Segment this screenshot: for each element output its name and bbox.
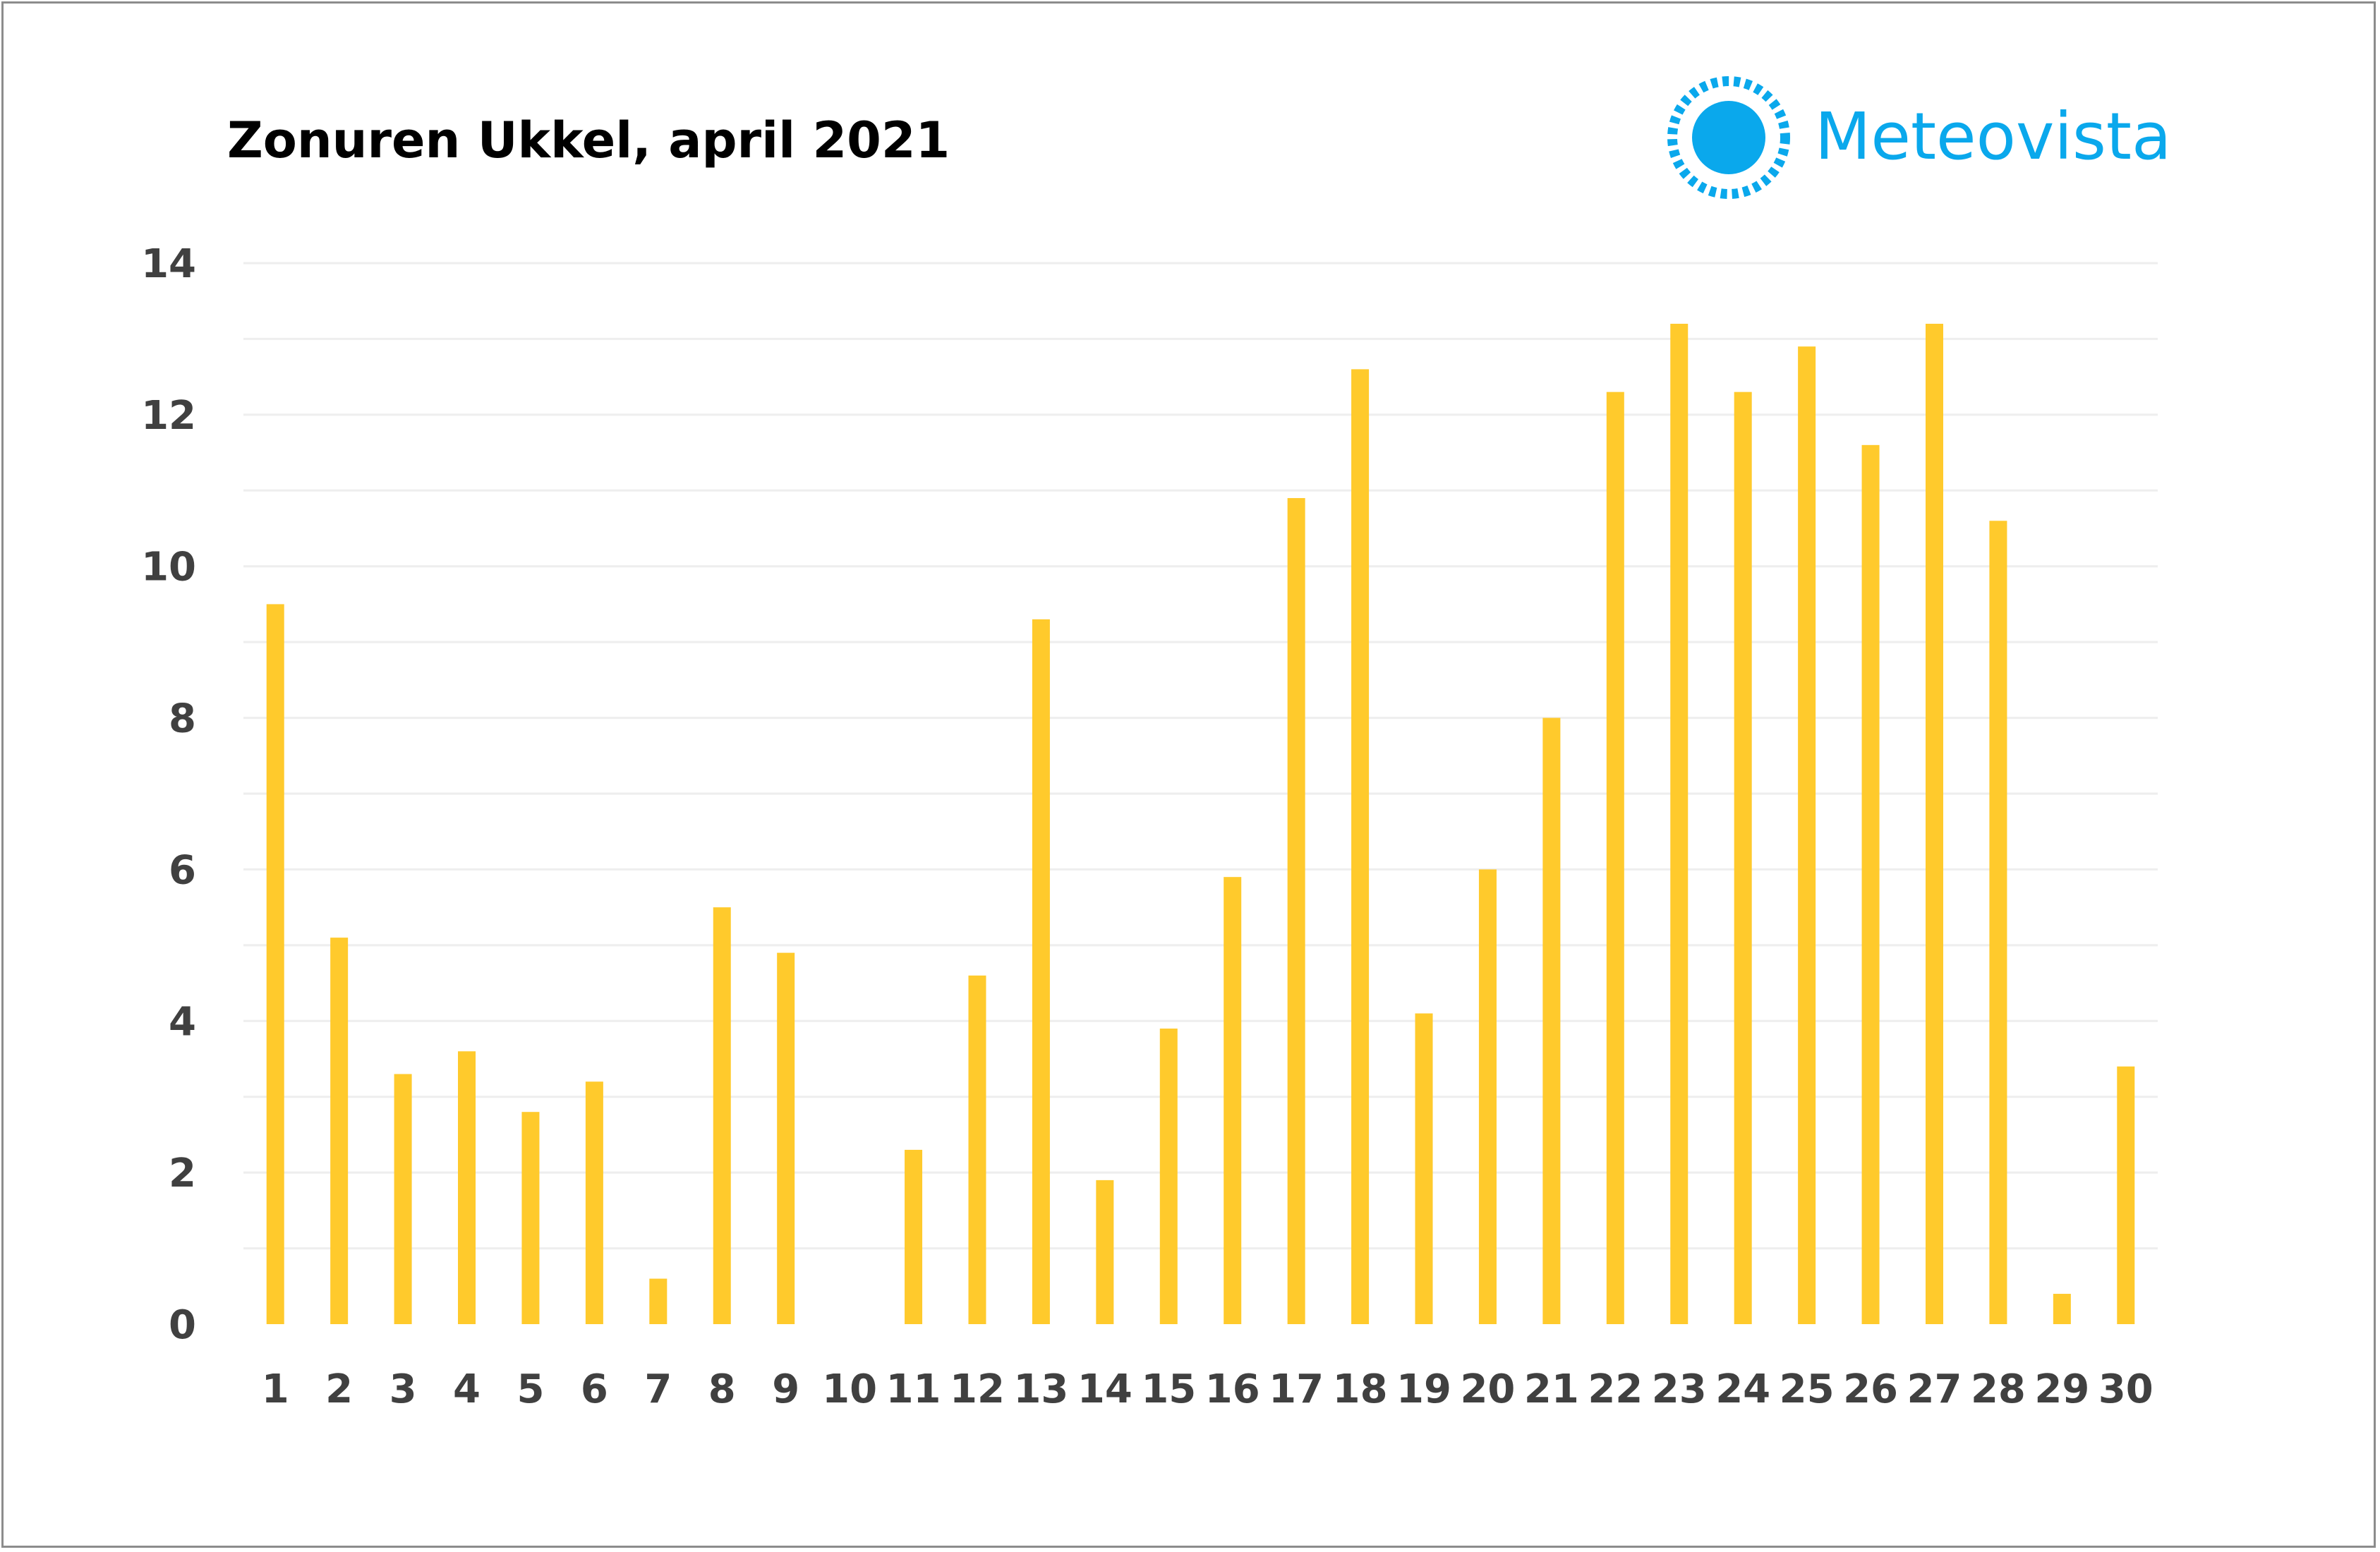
bar-day-20 — [1478, 869, 1497, 1324]
gridlines — [243, 262, 2158, 1250]
bar-day-2 — [330, 938, 349, 1324]
bar-day-12 — [968, 975, 986, 1324]
x-tick-label: 21 — [1524, 1366, 1579, 1412]
y-tick-label: 8 — [169, 696, 196, 742]
bar-day-9 — [777, 952, 795, 1324]
bar-day-13 — [1032, 619, 1050, 1324]
x-tick-label: 5 — [517, 1366, 544, 1412]
bar-day-5 — [521, 1112, 540, 1324]
x-tick-label: 9 — [772, 1366, 799, 1412]
y-tick-label: 6 — [169, 847, 196, 893]
y-tick-label: 14 — [141, 241, 196, 287]
bar-day-11 — [905, 1149, 923, 1324]
meteovista-logo: Meteovista — [1658, 71, 2237, 205]
sun-icon — [1667, 76, 1790, 199]
bar-day-16 — [1224, 877, 1242, 1324]
y-tick-label: 4 — [169, 999, 196, 1045]
bar-day-1 — [266, 604, 284, 1324]
bar-day-3 — [394, 1074, 412, 1324]
y-axis-ticks: 0 2 4 6 8 10 12 14 — [141, 241, 196, 1348]
x-tick-label: 10 — [822, 1366, 877, 1412]
x-tick-label: 23 — [1652, 1366, 1707, 1412]
bar-day-23 — [1670, 323, 1689, 1324]
bar-day-14 — [1096, 1180, 1114, 1324]
x-tick-label: 3 — [389, 1366, 417, 1412]
chart-title: Zonuren Ukkel, april 2021 — [227, 111, 950, 169]
x-tick-label: 15 — [1141, 1366, 1196, 1412]
x-tick-label: 16 — [1205, 1366, 1260, 1412]
x-tick-label: 29 — [2034, 1366, 2089, 1412]
bar-day-7 — [649, 1278, 668, 1324]
bars — [266, 323, 2135, 1325]
x-tick-label: 27 — [1907, 1366, 1962, 1412]
x-tick-label: 18 — [1333, 1366, 1388, 1412]
x-tick-label: 12 — [950, 1366, 1005, 1412]
bar-day-30 — [2117, 1066, 2135, 1324]
x-tick-label: 28 — [1971, 1366, 2026, 1412]
bar-day-15 — [1159, 1029, 1178, 1324]
bar-day-18 — [1351, 369, 1370, 1324]
bar-day-8 — [713, 907, 731, 1324]
bar-day-6 — [585, 1081, 603, 1324]
x-tick-label: 6 — [581, 1366, 608, 1412]
x-tick-label: 17 — [1269, 1366, 1324, 1412]
bar-day-26 — [1861, 444, 1880, 1324]
logo-text: Meteovista — [1815, 99, 2172, 174]
x-tick-label: 20 — [1460, 1366, 1515, 1412]
y-tick-label: 12 — [141, 393, 196, 439]
x-axis-ticks: 1 2 3 4 5 6 7 8 9 10 11 12 13 14 15 16 17 18 19 20 21 22 23 24 2… — [262, 1366, 2154, 1412]
x-tick-label: 30 — [2098, 1366, 2154, 1412]
x-tick-label: 14 — [1077, 1366, 1132, 1412]
x-tick-label: 1 — [262, 1366, 289, 1412]
bar-day-27 — [1925, 323, 1943, 1324]
x-tick-label: 19 — [1396, 1366, 1451, 1412]
x-tick-label: 11 — [886, 1366, 941, 1412]
bar-day-22 — [1606, 392, 1624, 1324]
x-tick-label: 24 — [1715, 1366, 1770, 1412]
x-tick-label: 13 — [1013, 1366, 1068, 1412]
x-tick-label: 26 — [1843, 1366, 1898, 1412]
x-tick-label: 4 — [453, 1366, 481, 1412]
bar-day-21 — [1542, 717, 1561, 1324]
bar-day-4 — [458, 1051, 476, 1324]
x-tick-label: 2 — [325, 1366, 353, 1412]
x-tick-label: 8 — [708, 1366, 736, 1412]
y-tick-label: 2 — [169, 1151, 196, 1196]
x-tick-label: 7 — [644, 1366, 672, 1412]
x-tick-label: 25 — [1780, 1366, 1835, 1412]
bar-day-28 — [1989, 521, 2007, 1325]
x-tick-label: 22 — [1588, 1366, 1643, 1412]
bar-day-24 — [1734, 392, 1752, 1324]
bar-day-17 — [1287, 498, 1305, 1324]
y-tick-label: 0 — [169, 1302, 196, 1348]
bar-day-29 — [2053, 1294, 2071, 1324]
y-tick-label: 10 — [141, 545, 196, 590]
bar-day-25 — [1798, 346, 1816, 1325]
bar-day-19 — [1415, 1013, 1433, 1324]
